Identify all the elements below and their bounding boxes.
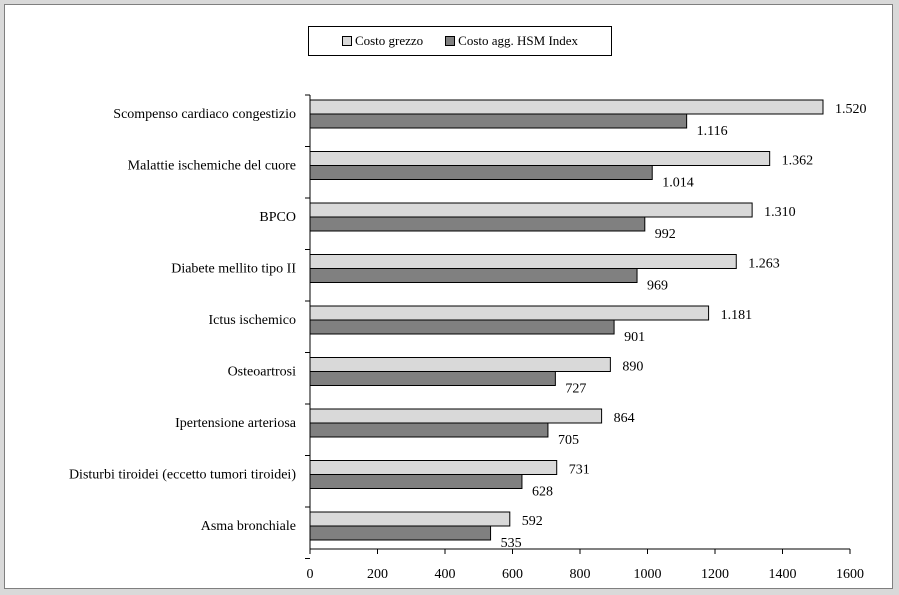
bar-costo-agg — [309, 422, 549, 438]
bar-costo-grezzo — [309, 99, 824, 115]
bar-costo-agg — [309, 474, 523, 489]
bar-costo-agg — [309, 165, 653, 180]
category-label: Osteoartrosi — [228, 365, 297, 380]
category-label: Disturbi tiroidei (eccetto tumori tiroid… — [69, 468, 296, 483]
data-label-costo-grezzo: 1.263 — [748, 257, 780, 272]
x-tick-label: 600 — [502, 567, 523, 582]
x-tick-label: 1000 — [634, 567, 662, 582]
bar-costo-grezzo — [309, 254, 737, 269]
data-label-costo-grezzo: 1.520 — [835, 102, 867, 117]
bar-costo-agg — [309, 113, 688, 129]
legend-label-costo-grezzo: Costo grezzo — [354, 33, 424, 48]
category-label: Ipertensione arteriosa — [175, 416, 297, 431]
x-tick-label: 1400 — [769, 567, 797, 582]
legend-swatch-costo-grezzo — [341, 36, 352, 46]
data-label-costo-agg: 628 — [532, 485, 553, 500]
data-label-costo-grezzo: 864 — [614, 411, 635, 426]
bar-costo-agg — [309, 216, 646, 232]
category-label: Malattie ischemiche del cuore — [128, 159, 296, 174]
bar-costo-agg — [309, 319, 615, 335]
bar-costo-grezzo — [309, 151, 771, 166]
data-label-costo-agg: 727 — [565, 382, 586, 397]
data-label-costo-grezzo: 731 — [569, 463, 590, 478]
data-label-costo-agg: 1.116 — [697, 124, 728, 139]
x-tick-label: 400 — [435, 567, 456, 582]
data-label-costo-grezzo: 1.310 — [764, 205, 796, 220]
data-label-costo-agg: 705 — [558, 433, 579, 448]
bar-costo-agg — [309, 525, 492, 541]
x-tick-label: 200 — [367, 567, 388, 582]
data-label-costo-agg: 1.014 — [662, 176, 694, 191]
legend-label-costo-agg: Costo agg. HSM Index — [458, 33, 579, 48]
bar-costo-grezzo — [309, 511, 511, 527]
category-label: BPCO — [259, 210, 296, 225]
data-label-costo-grezzo: 592 — [522, 514, 543, 529]
x-tick-label: 0 — [307, 567, 314, 582]
bar-costo-grezzo — [309, 305, 710, 321]
category-label: Scompenso cardiaco congestizio — [113, 107, 296, 122]
x-tick-label: 800 — [570, 567, 591, 582]
bar-costo-agg — [309, 268, 638, 283]
legend: Costo grezzo Costo agg. HSM Index — [308, 26, 612, 56]
legend-item-costo-grezzo: Costo grezzo — [341, 33, 424, 49]
data-label-costo-agg: 535 — [501, 536, 522, 551]
bar-costo-grezzo — [309, 202, 753, 218]
data-label-costo-agg: 992 — [655, 227, 676, 242]
bar-costo-grezzo — [309, 408, 603, 424]
bar-costo-grezzo — [309, 357, 611, 372]
data-label-costo-grezzo: 1.362 — [782, 154, 814, 169]
data-label-costo-agg: 969 — [647, 279, 668, 294]
legend-item-costo-agg: Costo agg. HSM Index — [445, 33, 578, 49]
data-label-costo-agg: 901 — [624, 330, 645, 345]
legend-swatch-costo-agg — [445, 36, 456, 46]
category-label: Asma bronchiale — [201, 519, 296, 534]
bar-costo-grezzo — [309, 460, 558, 475]
data-label-costo-grezzo: 1.181 — [721, 308, 753, 323]
x-tick-label: 1600 — [836, 567, 864, 582]
x-tick-label: 1200 — [701, 567, 729, 582]
category-label: Ictus ischemico — [209, 313, 296, 328]
category-label: Diabete mellito tipo II — [171, 262, 296, 277]
data-label-costo-grezzo: 890 — [622, 360, 643, 375]
bar-costo-agg — [309, 371, 556, 386]
